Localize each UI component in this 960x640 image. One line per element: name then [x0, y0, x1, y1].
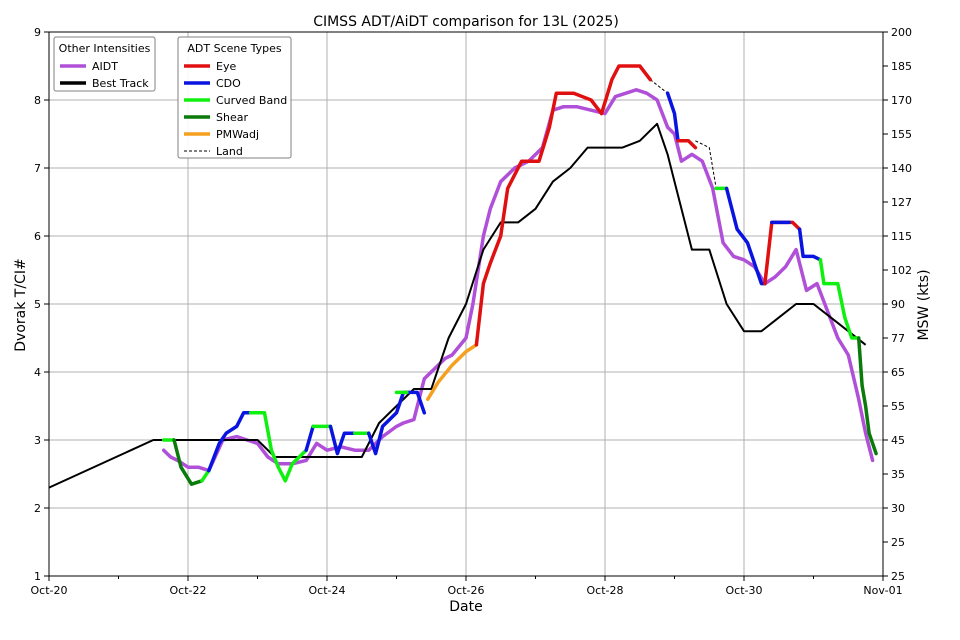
x-tick-label: Nov-01: [863, 584, 902, 597]
y2-tick-label: 170: [891, 94, 912, 107]
y2-tick-label: 127: [891, 196, 912, 209]
y2-tick-label: 25: [891, 570, 905, 583]
y2-tick-label: 102: [891, 264, 912, 277]
y2-tick-label: 185: [891, 60, 912, 73]
y-tick-label: 4: [34, 366, 41, 379]
y-tick-label: 5: [34, 298, 41, 311]
legend-other-entry: Best Track: [92, 77, 149, 90]
x-axis-label: Date: [449, 599, 482, 615]
y-axis-label: Dvorak T/CI#: [13, 258, 29, 351]
y-tick-label: 8: [34, 94, 41, 107]
y-tick-label: 6: [34, 230, 41, 243]
axes: Oct-20 Oct-22 Oct-24 Oct-26 Oct-28 Oct-30 Nov-…: [31, 26, 913, 597]
adt-segment-curved-band: [200, 468, 211, 483]
adt-segment-cdo: [724, 186, 767, 286]
legend-adt-entry: PMWadj: [216, 128, 259, 141]
series-layer: [48, 64, 878, 489]
x-tick-label: Oct-20: [31, 584, 68, 597]
adt-segment-shear: [172, 438, 204, 486]
legend-adt-entry: Shear: [216, 111, 248, 124]
x-tick-label: Oct-22: [170, 584, 207, 597]
y-tick-label: 9: [34, 26, 41, 39]
y2-tick-label: 25: [891, 536, 905, 549]
adt-segment-eye: [676, 139, 698, 150]
adt-segment-cdo: [328, 424, 357, 456]
y2-tick-label: 77: [891, 332, 905, 345]
legend-adt-entry: Land: [216, 145, 243, 158]
adt-segment-cdo: [366, 390, 427, 456]
adt-segment-cdo: [665, 91, 680, 143]
y-tick-label: 3: [34, 434, 41, 447]
y-tick-label: 7: [34, 162, 41, 175]
land-segment: [649, 79, 668, 94]
y2-tick-label: 155: [891, 128, 912, 141]
y2-tick-label: 115: [891, 230, 912, 243]
y2-tick-label: 200: [891, 26, 912, 39]
y-tick-label: 2: [34, 502, 41, 515]
adt-segment-cdo: [797, 227, 823, 262]
y2-tick-label: 90: [891, 298, 905, 311]
adt-segment-eye: [474, 64, 652, 347]
adt-segment-pmwadj: [426, 343, 479, 401]
legend-other-box: [53, 36, 156, 92]
y2-tick-label: 35: [891, 468, 905, 481]
adt-segment-curved-band: [248, 411, 295, 483]
legend-adt-entry: CDO: [216, 77, 241, 90]
legend-other-entry: AIDT: [92, 60, 118, 73]
legend-other-title: Other Intensities: [59, 42, 151, 55]
y2-tick-label: 45: [891, 434, 905, 447]
best-track-line: [48, 122, 867, 489]
y-tick-label: 1: [34, 570, 41, 583]
land-segment: [695, 140, 717, 189]
x-tick-label: Oct-28: [587, 584, 624, 597]
legend-adt-entry: Eye: [216, 60, 236, 73]
chart-title: CIMSS ADT/AiDT comparison for 13L (2025): [313, 14, 619, 30]
adt-segment-cdo: [304, 424, 315, 452]
adt-segment-shear: [856, 336, 878, 456]
adt-segment-curved-band: [290, 448, 308, 466]
y2-tick-label: 65: [891, 366, 905, 379]
legend-adt-title: ADT Scene Types: [187, 42, 282, 55]
legend-layer: Other Intensities AIDT Best Track ADT Scene…: [53, 36, 292, 159]
legend-adt-entry: Curved Band: [216, 94, 287, 107]
y2-tick-label: 55: [891, 400, 905, 413]
adt-segment-curved-band: [818, 258, 861, 340]
y2-axis-label: MSW (kts): [916, 269, 932, 340]
y2-tick-label: 140: [891, 162, 912, 175]
x-tick-label: Oct-30: [726, 584, 763, 597]
x-tick-label: Oct-26: [448, 584, 485, 597]
y2-tick-label: 30: [891, 502, 905, 515]
x-tick-label: Oct-24: [309, 584, 346, 597]
adt-segment-cdo: [207, 411, 253, 473]
